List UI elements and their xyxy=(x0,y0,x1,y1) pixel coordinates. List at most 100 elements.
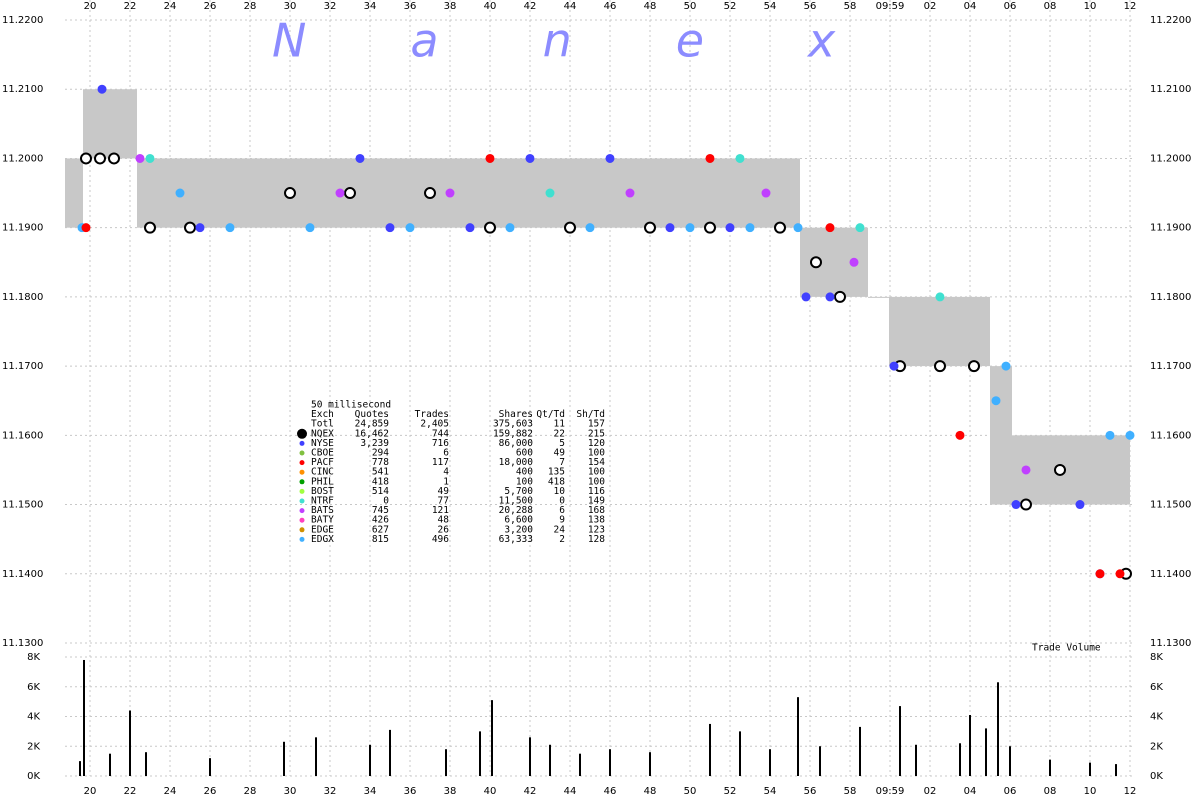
legend-marker xyxy=(299,460,305,466)
table-exch: BOST xyxy=(311,486,334,497)
trade-point xyxy=(225,223,235,233)
table-cell: 7 xyxy=(559,457,565,468)
trade-point xyxy=(525,153,535,163)
y-tick-label: 11.1600 xyxy=(2,430,43,441)
table-exch: NTRF xyxy=(311,496,334,507)
trade-point xyxy=(810,256,822,269)
volume-tick-label-right: 2K xyxy=(1150,741,1163,752)
y-tick-label-right: 11.1700 xyxy=(1150,361,1191,372)
volume-bar xyxy=(109,753,111,776)
legend-marker xyxy=(299,517,305,523)
table-header: Exch xyxy=(311,409,334,420)
volume-tick-label: 6K xyxy=(27,682,40,693)
trade-point xyxy=(145,153,155,163)
y-tick-label: 11.1300 xyxy=(2,638,43,649)
table-cell: 11,500 xyxy=(499,496,534,507)
table-cell: 86,000 xyxy=(499,438,534,449)
trade-point xyxy=(644,221,656,234)
volume-bar xyxy=(145,752,147,776)
trade-point xyxy=(135,153,145,163)
trade-point xyxy=(1054,463,1066,476)
volume-bar xyxy=(283,741,285,776)
table-cell: 138 xyxy=(588,515,605,526)
volume-bar xyxy=(1089,762,1091,776)
trade-point xyxy=(968,360,980,373)
table-exch: Totl xyxy=(311,419,334,430)
volume-tick-label-right: 0K xyxy=(1150,771,1163,782)
volume-bar xyxy=(209,758,211,776)
trade-point xyxy=(705,153,715,163)
y-tick-label-right: 11.2200 xyxy=(1150,15,1191,26)
table-cell: 418 xyxy=(372,476,389,487)
table-cell: 135 xyxy=(548,467,565,478)
x-tick-label-top: 52 xyxy=(724,1,737,12)
table-cell: 49 xyxy=(554,448,566,459)
trade-point xyxy=(825,223,835,233)
trade-point xyxy=(605,153,615,163)
nbbo-band xyxy=(868,296,889,298)
table-title: 50 millisecond xyxy=(311,400,391,411)
x-tick-label: 06 xyxy=(1004,786,1017,797)
volume-bar xyxy=(709,723,711,776)
trade-point xyxy=(685,223,695,233)
volume-tick-label-right: 8K xyxy=(1150,652,1163,663)
x-tick-label: 54 xyxy=(764,786,777,797)
trade-point xyxy=(424,187,436,200)
table-cell: 6 xyxy=(443,448,449,459)
trade-point xyxy=(97,84,107,94)
trade-point xyxy=(1021,465,1031,475)
volume-bar xyxy=(549,744,551,776)
volume-bar xyxy=(649,752,651,776)
trade-point xyxy=(834,290,846,303)
x-tick-label-top: 12 xyxy=(1124,1,1137,12)
legend-marker xyxy=(299,508,305,514)
table-cell: 2,405 xyxy=(420,419,449,430)
trade-point xyxy=(1095,569,1105,579)
x-tick-label-top: 02 xyxy=(924,1,937,12)
table-exch: EDGE xyxy=(311,524,334,535)
nbbo-band xyxy=(1012,435,1130,505)
x-tick-label: 32 xyxy=(324,786,337,797)
trade-point xyxy=(144,221,156,234)
volume-bar xyxy=(915,744,917,776)
table-cell: 215 xyxy=(588,428,605,439)
trade-point xyxy=(991,396,1001,406)
trade-point xyxy=(855,223,865,233)
x-tick-label: 38 xyxy=(444,786,457,797)
table-cell: 375,603 xyxy=(493,419,533,430)
x-tick-label: 26 xyxy=(204,786,217,797)
legend-marker xyxy=(299,450,305,456)
table-header: Quotes xyxy=(355,409,389,420)
volume-tick-label: 8K xyxy=(27,652,40,663)
y-tick-label-right: 11.1500 xyxy=(1150,500,1191,511)
table-cell: 778 xyxy=(372,457,389,468)
volume-label: Trade Volume xyxy=(1032,643,1101,654)
legend-marker xyxy=(299,488,305,494)
x-tick-label-top: 20 xyxy=(84,1,97,12)
x-tick-label-top: 48 xyxy=(644,1,657,12)
table-cell: 24 xyxy=(554,524,566,535)
table-cell: 117 xyxy=(432,457,449,468)
table-cell: 0 xyxy=(383,496,389,507)
table-exch: PHIL xyxy=(311,476,334,487)
y-tick-label-right: 11.1400 xyxy=(1150,569,1191,580)
table-cell: 541 xyxy=(372,467,389,478)
x-tick-label: 52 xyxy=(724,786,737,797)
volume-bar xyxy=(985,728,987,776)
trade-point xyxy=(94,152,106,165)
x-tick-label: 22 xyxy=(124,786,137,797)
trade-point xyxy=(825,292,835,302)
volume-bar xyxy=(491,700,493,776)
table-cell: 26 xyxy=(438,524,450,535)
volume-bar xyxy=(609,749,611,776)
trade-point xyxy=(735,153,745,163)
table-cell: 18,000 xyxy=(499,457,534,468)
table-cell: 159,882 xyxy=(493,428,533,439)
trade-point xyxy=(889,361,899,371)
volume-bar xyxy=(529,737,531,776)
table-cell: 496 xyxy=(432,534,449,545)
table-cell: 716 xyxy=(432,438,449,449)
y-tick-label: 11.1700 xyxy=(2,361,43,372)
nbbo-band xyxy=(65,158,83,228)
table-cell: 16,462 xyxy=(355,428,389,439)
